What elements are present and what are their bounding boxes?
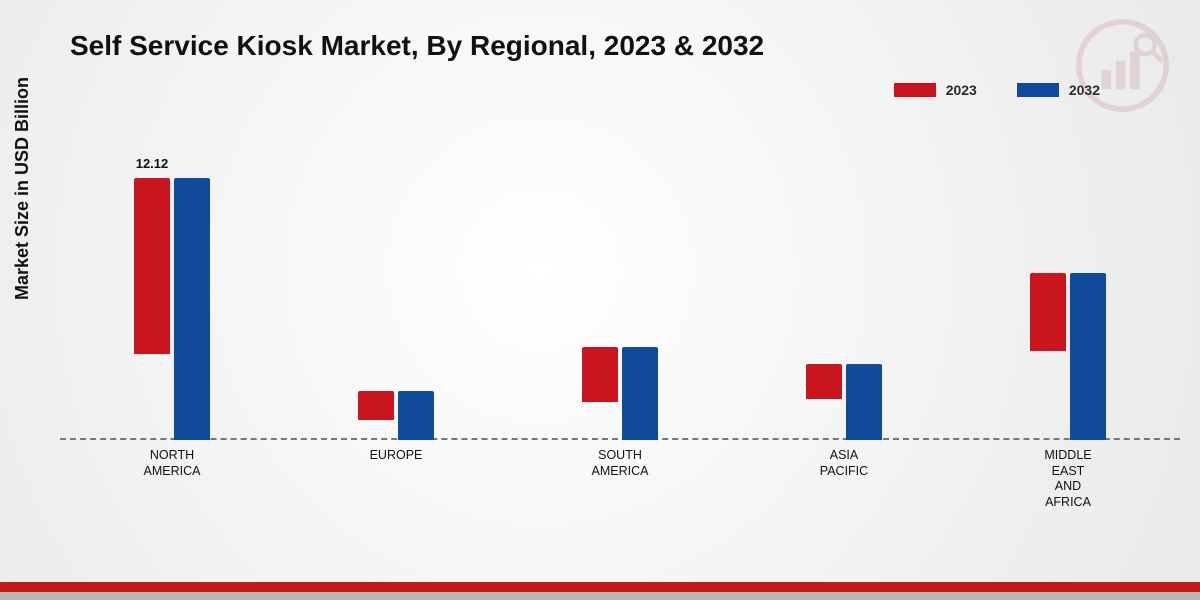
bar-group	[540, 347, 700, 440]
category-label: ASIA PACIFIC	[764, 448, 924, 479]
bar-2023	[806, 364, 842, 399]
bar-group	[764, 364, 924, 440]
category-label: EUROPE	[316, 448, 476, 464]
bar-2032	[846, 364, 882, 440]
legend-swatch-2023	[894, 83, 936, 97]
bar-2032	[1070, 273, 1106, 440]
bar-2023: 12.12	[134, 178, 170, 354]
chart-page: Self Service Kiosk Market, By Regional, …	[0, 0, 1200, 600]
bar-group: 12.12	[92, 178, 252, 440]
bar-2023	[1030, 273, 1066, 352]
watermark-logo-icon	[1075, 18, 1170, 113]
plot-area: 12.12	[60, 120, 1180, 440]
y-axis-label: Market Size in USD Billion	[12, 77, 33, 300]
bar-value-label: 12.12	[136, 156, 169, 171]
bar-2032	[622, 347, 658, 440]
bar-2023	[358, 391, 394, 420]
legend-swatch-2032	[1017, 83, 1059, 97]
legend-item-2032: 2032	[1017, 82, 1100, 98]
legend: 2023 2032	[894, 82, 1100, 98]
category-label: SOUTH AMERICA	[540, 448, 700, 479]
legend-label-2032: 2032	[1069, 82, 1100, 98]
bar-2032	[398, 391, 434, 440]
bar-2023	[582, 347, 618, 402]
legend-label-2023: 2023	[946, 82, 977, 98]
x-axis-labels: NORTH AMERICA EUROPE SOUTH AMERICA ASIA PAC…	[60, 440, 1180, 530]
bar-group	[988, 273, 1148, 440]
bar-2032	[174, 178, 210, 440]
legend-item-2023: 2023	[894, 82, 977, 98]
category-label: NORTH AMERICA	[92, 448, 252, 479]
footer-bar	[0, 582, 1200, 600]
bar-group	[316, 391, 476, 440]
footer-gray-stripe	[0, 592, 1200, 600]
category-label: MIDDLE EAST AND AFRICA	[988, 448, 1148, 511]
chart-title: Self Service Kiosk Market, By Regional, …	[70, 30, 764, 62]
footer-red-stripe	[0, 582, 1200, 592]
